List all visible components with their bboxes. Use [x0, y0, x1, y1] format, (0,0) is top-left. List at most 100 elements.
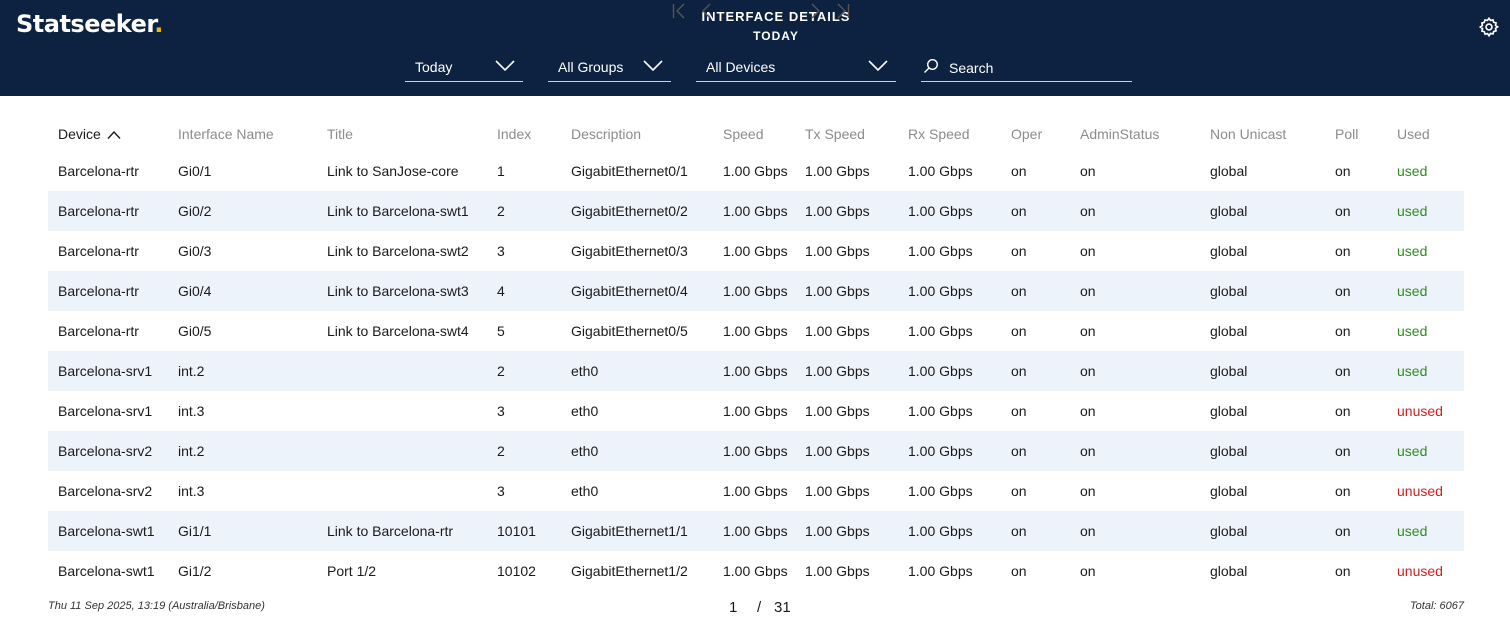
logo-dot: .	[154, 10, 163, 38]
table-row[interactable]: Barcelona-rtr Gi0/4 Link to Barcelona-swt3…	[48, 271, 1464, 311]
rx-speed-cell: 1.00 Gbps	[908, 323, 973, 339]
previous-page-icon[interactable]	[699, 3, 713, 19]
table-body: Barcelona-rtr Gi0/1 Link to SanJose-core 1 G…	[48, 151, 1464, 591]
search-input[interactable]	[949, 58, 1124, 78]
title-cell: Link to Barcelona-swt3	[327, 283, 469, 299]
description-cell: GigabitEthernet0/2	[571, 203, 688, 219]
poll-cell: on	[1335, 443, 1351, 459]
admin-status-cell: on	[1080, 323, 1096, 339]
table-row[interactable]: Barcelona-swt1 Gi1/1 Link to Barcelona-rtr…	[48, 511, 1464, 551]
header-device[interactable]: Device	[58, 126, 121, 142]
table-header: Device Interface Name Title Index Descri…	[48, 126, 1464, 146]
statseeker-logo[interactable]: Statseeker.	[16, 10, 163, 38]
description-cell: GigabitEthernet1/1	[571, 523, 688, 539]
table-row[interactable]: Barcelona-rtr Gi0/2 Link to Barcelona-swt1…	[48, 191, 1464, 231]
page-subtitle: TODAY	[753, 29, 799, 43]
interface-name-cell: Gi0/3	[178, 243, 212, 259]
title-cell: Link to Barcelona-swt4	[327, 323, 469, 339]
used-cell: used	[1397, 163, 1428, 179]
table-row[interactable]: Barcelona-rtr Gi0/5 Link to Barcelona-swt4…	[48, 311, 1464, 351]
rx-speed-cell: 1.00 Gbps	[908, 483, 973, 499]
poll-cell: on	[1335, 363, 1351, 379]
non-unicast-cell: global	[1210, 403, 1248, 419]
description-cell: GigabitEthernet0/3	[571, 243, 688, 259]
speed-cell: 1.00 Gbps	[723, 443, 788, 459]
last-page-icon[interactable]	[836, 3, 850, 19]
non-unicast-cell: global	[1210, 243, 1248, 259]
index-cell: 3	[497, 483, 505, 499]
non-unicast-cell: global	[1210, 483, 1248, 499]
tx-speed-cell: 1.00 Gbps	[805, 483, 870, 499]
header-description[interactable]: Description	[571, 126, 642, 142]
first-page-icon[interactable]	[672, 3, 686, 19]
used-cell: unused	[1397, 403, 1443, 419]
non-unicast-cell: global	[1210, 563, 1248, 579]
tx-speed-cell: 1.00 Gbps	[805, 323, 870, 339]
device-cell: Barcelona-rtr	[58, 243, 139, 259]
index-cell: 4	[497, 283, 505, 299]
table-row[interactable]: Barcelona-srv2 int.3 3 eth0 1.00 Gbps 1.00 Gb…	[48, 471, 1464, 511]
index-cell: 2	[497, 363, 505, 379]
header-used[interactable]: Used	[1397, 126, 1430, 142]
groups-value: All Groups	[558, 59, 624, 75]
used-cell: unused	[1397, 563, 1443, 579]
admin-status-cell: on	[1080, 243, 1096, 259]
time-range-dropdown[interactable]: Today	[405, 56, 523, 82]
interface-name-cell: int.3	[178, 483, 205, 499]
table-row[interactable]: Barcelona-srv1 int.3 3 eth0 1.00 Gbps 1.00 Gb…	[48, 391, 1464, 431]
speed-cell: 1.00 Gbps	[723, 243, 788, 259]
device-cell: Barcelona-srv1	[58, 363, 153, 379]
speed-cell: 1.00 Gbps	[723, 363, 788, 379]
tx-speed-cell: 1.00 Gbps	[805, 563, 870, 579]
current-page[interactable]: 1	[729, 599, 738, 616]
time-range-value: Today	[415, 59, 453, 75]
oper-cell: on	[1011, 283, 1027, 299]
description-cell: GigabitEthernet0/5	[571, 323, 688, 339]
rx-speed-cell: 1.00 Gbps	[908, 403, 973, 419]
chevron-down-icon	[495, 60, 515, 72]
non-unicast-cell: global	[1210, 523, 1248, 539]
table-row[interactable]: Barcelona-rtr Gi0/1 Link to SanJose-core 1 G…	[48, 151, 1464, 191]
header-tx-speed[interactable]: Tx Speed	[805, 126, 865, 142]
header-non-unicast[interactable]: Non Unicast	[1210, 126, 1287, 142]
title-cell: Port 1/2	[327, 563, 377, 579]
table-row[interactable]: Barcelona-srv1 int.2 2 eth0 1.00 Gbps 1.00 Gb…	[48, 351, 1464, 391]
description-cell: GigabitEthernet1/2	[571, 563, 688, 579]
index-cell: 10101	[497, 523, 536, 539]
next-page-icon[interactable]	[809, 3, 823, 19]
header-title[interactable]: Title	[327, 126, 353, 142]
groups-dropdown[interactable]: All Groups	[548, 56, 671, 82]
header-rx-speed[interactable]: Rx Speed	[908, 126, 970, 142]
device-cell: Barcelona-rtr	[58, 203, 139, 219]
admin-status-cell: on	[1080, 443, 1096, 459]
top-bar: Statseeker. INTERFACE DETAILS TODAY Toda…	[0, 0, 1510, 96]
oper-cell: on	[1011, 243, 1027, 259]
admin-status-cell: on	[1080, 523, 1096, 539]
oper-cell: on	[1011, 403, 1027, 419]
header-oper[interactable]: Oper	[1011, 126, 1043, 142]
header-device-label: Device	[58, 126, 101, 142]
speed-cell: 1.00 Gbps	[723, 483, 788, 499]
used-cell: used	[1397, 363, 1428, 379]
header-interface-name[interactable]: Interface Name	[178, 126, 274, 142]
page-separator: /	[757, 599, 762, 616]
table-row[interactable]: Barcelona-swt1 Gi1/2 Port 1/2 10102 GigabitE…	[48, 551, 1464, 591]
table-row[interactable]: Barcelona-rtr Gi0/3 Link to Barcelona-swt2…	[48, 231, 1464, 271]
search-box	[921, 56, 1132, 82]
device-cell: Barcelona-rtr	[58, 283, 139, 299]
gear-icon[interactable]	[1478, 16, 1500, 38]
oper-cell: on	[1011, 563, 1027, 579]
device-cell: Barcelona-srv2	[58, 443, 153, 459]
interface-name-cell: Gi0/2	[178, 203, 212, 219]
tx-speed-cell: 1.00 Gbps	[805, 443, 870, 459]
admin-status-cell: on	[1080, 163, 1096, 179]
table-row[interactable]: Barcelona-srv2 int.2 2 eth0 1.00 Gbps 1.00 Gb…	[48, 431, 1464, 471]
header-index[interactable]: Index	[497, 126, 532, 142]
header-poll[interactable]: Poll	[1335, 126, 1359, 142]
admin-status-cell: on	[1080, 483, 1096, 499]
device-cell: Barcelona-rtr	[58, 163, 139, 179]
devices-dropdown[interactable]: All Devices	[696, 56, 896, 82]
tx-speed-cell: 1.00 Gbps	[805, 523, 870, 539]
header-admin-status[interactable]: AdminStatus	[1080, 126, 1160, 142]
header-speed[interactable]: Speed	[723, 126, 764, 142]
